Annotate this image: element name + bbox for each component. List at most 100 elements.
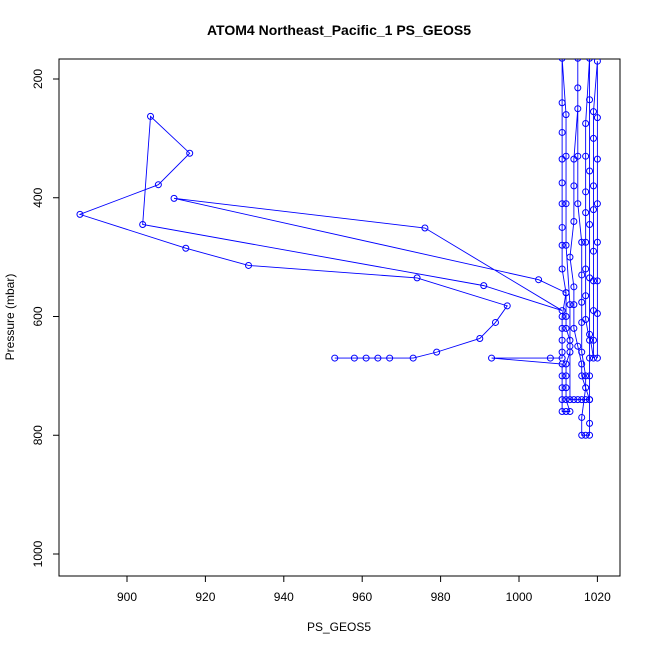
data-point [586,396,594,404]
data-point [558,59,566,62]
y-axis: 200 400 600 800 1000 [31,69,60,567]
data-point [558,372,566,380]
data-point [586,220,594,228]
data-point [562,396,570,404]
data-point [562,289,570,297]
data-point [566,253,574,261]
data-point [574,84,582,92]
data-point [574,200,582,208]
data-point [582,396,590,404]
data-point [154,181,162,189]
data-point [562,324,570,332]
data-point [558,384,566,392]
data-point [586,431,594,439]
data-point [582,238,590,246]
data-point [589,247,597,255]
data-point [582,152,590,160]
data-point [589,206,597,214]
data-point [593,59,601,65]
data-point [562,111,570,119]
data-point [570,396,578,404]
data-point [586,59,593,62]
data-point [578,360,586,368]
data-point [562,152,570,160]
data-point [566,301,574,309]
data-point [574,152,582,160]
data-point [170,194,178,202]
data-point [570,301,578,309]
data-point [562,384,570,392]
data-point [578,348,586,356]
data-point [566,408,574,415]
data-point [578,396,586,404]
data-point [409,354,417,362]
data-point [593,114,601,122]
data-point [558,223,566,231]
y-tick-label: 600 [31,306,45,326]
data-point [586,330,594,338]
y-tick-label: 200 [31,69,45,89]
data-point [491,318,499,326]
series-layer [76,59,601,439]
data-point [546,354,554,362]
y-tick-label: 1000 [31,540,45,567]
data-point [562,408,570,415]
data-point [578,271,586,279]
data-point [578,372,586,380]
y-tick-label: 400 [31,187,45,207]
data-point [593,310,601,318]
data-point [589,182,597,190]
data-point [586,419,594,427]
x-tick-label: 960 [352,590,372,604]
data-point [574,396,582,404]
data-point [589,108,597,116]
data-point [593,155,601,163]
data-point [582,372,590,380]
data-point [570,182,578,190]
x-tick-label: 1000 [506,590,533,604]
data-point [578,431,586,439]
data-point [589,354,597,362]
x-axis: 900 920 940 960 980 1000 1020 [117,575,611,604]
data-point [558,99,566,107]
data-point [586,96,594,104]
data-point [413,274,421,282]
data-point [570,324,578,332]
data-point [589,134,597,142]
data-point [586,167,594,175]
x-tick-label: 920 [195,590,215,604]
data-point [589,277,597,285]
data-point [574,59,582,62]
data-point [362,354,370,362]
x-tick-label: 980 [431,590,451,604]
data-point [582,120,590,128]
data-point [182,244,190,252]
series-line [78,59,598,436]
data-point [582,292,590,300]
data-point [433,348,441,356]
data-point [582,188,590,196]
data-point [558,241,566,249]
data-point [245,261,253,269]
data-point [593,238,601,246]
data-point [558,313,566,320]
data-point [566,342,574,350]
chart-title: ATOM4 Northeast_Pacific_1 PS_GEOS5 [207,22,471,38]
data-point [374,354,382,362]
data-point [593,354,601,362]
data-point [558,408,566,415]
data-point [421,224,429,232]
data-point [331,354,339,362]
data-point [570,283,578,291]
data-point [476,334,484,342]
data-point [558,396,566,404]
data-point [488,354,496,362]
data-point [558,179,566,187]
x-tick-label: 940 [274,590,294,604]
data-point [139,220,147,228]
data-point [558,336,566,344]
data-point [593,200,601,208]
data-point [562,200,570,208]
y-tick-label: 800 [31,425,45,445]
